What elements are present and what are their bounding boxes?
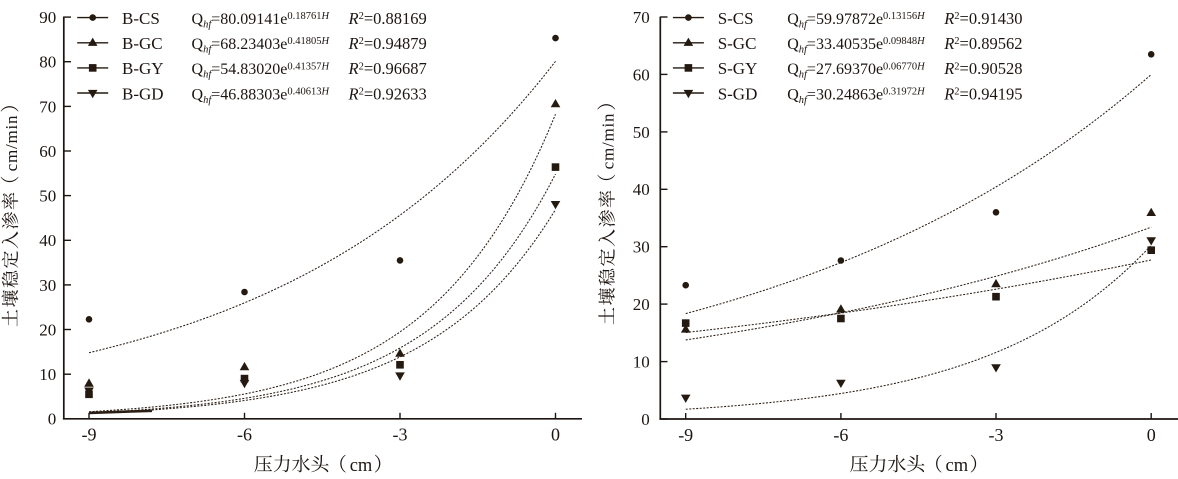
svg-text:-9: -9 (82, 425, 97, 445)
svg-text:10: 10 (39, 365, 56, 384)
svg-text:R2=0.94879: R2=0.94879 (348, 34, 427, 53)
svg-text:-3: -3 (989, 425, 1004, 445)
svg-text:70: 70 (633, 8, 650, 27)
svg-text:0: 0 (1147, 425, 1156, 445)
svg-text:40: 40 (633, 180, 650, 199)
svg-text:R2=0.94195: R2=0.94195 (943, 84, 1022, 103)
svg-text:70: 70 (39, 97, 56, 116)
svg-text:50: 50 (39, 187, 56, 206)
svg-text:30: 30 (633, 238, 650, 257)
svg-text:20: 20 (633, 295, 650, 314)
svg-text:B-GC: B-GC (122, 34, 163, 53)
svg-text:R2=0.96687: R2=0.96687 (348, 59, 427, 78)
svg-text:R2=0.90528: R2=0.90528 (943, 59, 1022, 78)
svg-text:-3: -3 (393, 425, 408, 445)
svg-text:R2=0.91430: R2=0.91430 (943, 9, 1022, 28)
svg-text:30: 30 (39, 276, 56, 295)
svg-text:0: 0 (641, 410, 650, 429)
svg-text:Qhf=59.97872e0.13156H: Qhf=59.97872e0.13156H (787, 11, 926, 31)
svg-text:S-CS: S-CS (718, 9, 754, 28)
svg-text:R2=0.89562: R2=0.89562 (943, 34, 1022, 53)
svg-text:B-CS: B-CS (122, 9, 160, 28)
svg-text:B-GD: B-GD (122, 84, 164, 103)
svg-text:cm: cm (946, 456, 969, 476)
svg-text:50: 50 (633, 123, 650, 142)
svg-text:cm/min: cm/min (2, 115, 21, 172)
svg-text:cm/min: cm/min (599, 113, 618, 170)
svg-text:0: 0 (48, 410, 57, 429)
svg-text:80: 80 (39, 53, 56, 72)
svg-text:20: 20 (39, 320, 56, 339)
svg-text:90: 90 (39, 8, 56, 27)
svg-text:40: 40 (39, 231, 56, 250)
svg-text:-6: -6 (833, 425, 848, 445)
svg-text:60: 60 (633, 65, 650, 84)
svg-text:-9: -9 (678, 425, 693, 445)
svg-text:S-GC: S-GC (718, 34, 757, 53)
svg-text:10: 10 (633, 353, 650, 372)
svg-text:60: 60 (39, 142, 56, 161)
svg-text:-6: -6 (237, 425, 252, 445)
svg-text:S-GD: S-GD (718, 84, 758, 103)
svg-text:R2=0.88169: R2=0.88169 (348, 9, 427, 28)
svg-text:cm: cm (350, 456, 373, 476)
svg-text:R2=0.92633: R2=0.92633 (348, 84, 427, 103)
svg-text:B-GY: B-GY (122, 59, 164, 78)
svg-text:0: 0 (551, 425, 560, 445)
svg-text:S-GY: S-GY (718, 59, 758, 78)
